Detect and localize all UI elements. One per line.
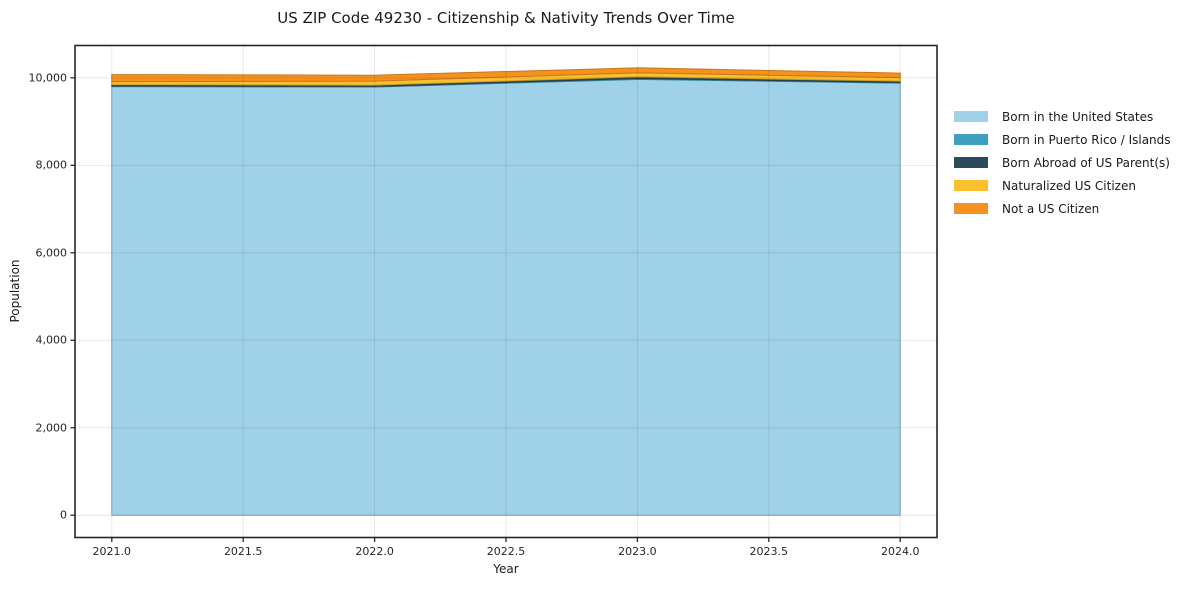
legend-label: Not a US Citizen	[1002, 201, 1100, 216]
legend-swatch-icon	[954, 157, 988, 168]
y-axis-title: Population	[8, 259, 22, 323]
x-tick-label: 2023.5	[749, 545, 789, 558]
x-tick-label: 2021.0	[92, 545, 132, 558]
x-tick-label: 2022.5	[486, 545, 526, 558]
x-tick-label: 2021.5	[223, 545, 263, 558]
legend-label: Born in Puerto Rico / Islands	[1002, 132, 1171, 147]
y-tick-label: 0	[60, 508, 67, 522]
y-tick-label: 2,000	[35, 421, 68, 435]
y-tick-label: 10,000	[28, 71, 68, 85]
y-tick-label: 4,000	[35, 333, 68, 347]
x-axis-title: Year	[493, 562, 519, 576]
legend-swatch-icon	[954, 180, 988, 191]
legend-label: Born in the United States	[1002, 109, 1154, 124]
x-tick-label: 2024.0	[880, 545, 920, 558]
legend-item: Born Abroad of US Parent(s)	[954, 151, 1171, 174]
legend-item: Not a US Citizen	[954, 197, 1171, 220]
legend-swatch-icon	[954, 134, 988, 145]
x-tick-label: 2023.0	[618, 545, 657, 558]
area-series-4	[111, 67, 901, 83]
chart-title: US ZIP Code 49230 - Citizenship & Nativi…	[277, 9, 735, 27]
legend-item: Born in the United States	[954, 105, 1171, 128]
legend-swatch-icon	[954, 203, 988, 214]
y-tick-label: 8,000	[35, 158, 68, 172]
y-tick-label: 6,000	[35, 246, 68, 260]
legend: Born in the United States Born in Puerto …	[954, 105, 1171, 220]
legend-swatch-icon	[954, 111, 988, 122]
legend-label: Born Abroad of US Parent(s)	[1002, 155, 1170, 170]
legend-item: Naturalized US Citizen	[954, 174, 1171, 197]
x-tick-label: 2022.0	[355, 545, 394, 558]
legend-label: Naturalized US Citizen	[1002, 178, 1136, 193]
legend-item: Born in Puerto Rico / Islands	[954, 128, 1171, 151]
